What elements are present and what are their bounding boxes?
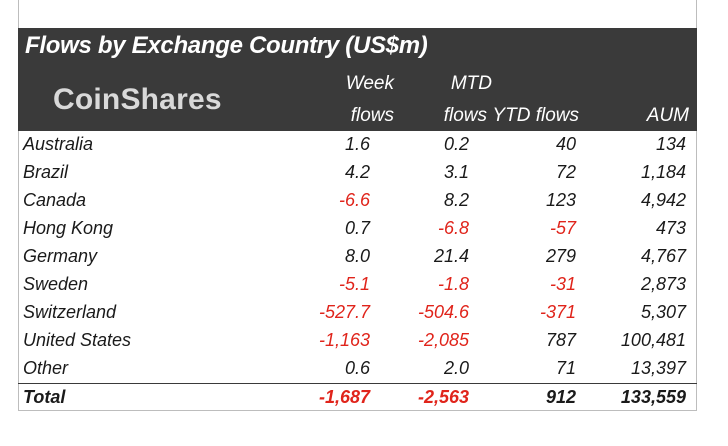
mtd-flows-cell: -2,085 xyxy=(417,330,469,350)
table-row: Other 0.6 2.0 71 13,397 xyxy=(18,355,697,383)
ytd-flows-cell: 279 xyxy=(545,246,576,266)
week-flows-cell: -1,687 xyxy=(318,387,370,407)
week-flows-cell: 4.2 xyxy=(344,162,370,182)
ytd-flows-cell: 787 xyxy=(545,330,576,350)
aum-cell: 4,767 xyxy=(640,246,686,266)
mtd-flows-cell: -504.6 xyxy=(417,302,469,322)
country-cell: Australia xyxy=(23,134,94,154)
ytd-flows-cell: -57 xyxy=(549,218,576,238)
col-aum: AUM xyxy=(646,105,689,126)
ytd-flows-cell: 40 xyxy=(555,134,576,154)
mtd-flows-cell: 3.1 xyxy=(443,162,469,182)
aum-cell: 4,942 xyxy=(640,190,686,210)
mtd-flows-cell: -2,563 xyxy=(417,387,469,407)
col-week-line2: flows xyxy=(350,105,394,126)
ytd-flows-cell: 123 xyxy=(545,190,576,210)
col-mtd-line2: flows xyxy=(443,105,487,126)
table-row: Brazil 4.2 3.1 72 1,184 xyxy=(18,159,697,187)
country-cell: Sweden xyxy=(23,274,89,294)
aum-cell: 100,481 xyxy=(620,330,686,350)
col-ytd: YTD flows xyxy=(492,105,579,126)
mtd-flows-cell: 2.0 xyxy=(443,358,469,378)
total-row: Total -1,687 -2,563 912 133,559 xyxy=(18,383,697,412)
table-row: Canada -6.6 8.2 123 4,942 xyxy=(18,187,697,215)
week-flows-cell: -6.6 xyxy=(338,190,370,210)
col-week-line1: Week xyxy=(345,73,394,94)
table-row: Germany 8.0 21.4 279 4,767 xyxy=(18,243,697,271)
table-row: Switzerland -527.7 -504.6 -371 5,307 xyxy=(18,299,697,327)
week-flows-cell: 0.7 xyxy=(344,218,370,238)
country-cell: Hong Kong xyxy=(23,218,114,238)
country-cell: Canada xyxy=(23,190,87,210)
mtd-flows-cell: 8.2 xyxy=(443,190,469,210)
aum-cell: 473 xyxy=(655,218,686,238)
mtd-flows-cell: -6.8 xyxy=(437,218,469,238)
coinshares-logo: CoinShares xyxy=(53,83,222,116)
aum-cell: 2,873 xyxy=(640,274,686,294)
table-header: Flows by Exchange Country (US$m) CoinSha… xyxy=(18,28,697,131)
aum-cell: 134 xyxy=(655,134,686,154)
aum-cell: 13,397 xyxy=(630,358,686,378)
mtd-flows-cell: 21.4 xyxy=(433,246,469,266)
week-flows-cell: -527.7 xyxy=(318,302,370,322)
country-cell: Brazil xyxy=(23,162,69,182)
country-cell: Switzerland xyxy=(23,302,117,322)
week-flows-cell: 8.0 xyxy=(344,246,370,266)
table-row: United States -1,163 -2,085 787 100,481 xyxy=(18,327,697,355)
ytd-flows-cell: -31 xyxy=(549,274,576,294)
country-cell: Total xyxy=(23,387,66,407)
ytd-flows-cell: 71 xyxy=(555,358,576,378)
aum-cell: 5,307 xyxy=(640,302,686,322)
week-flows-cell: -1,163 xyxy=(318,330,370,350)
aum-cell: 1,184 xyxy=(640,162,686,182)
mtd-flows-cell: -1.8 xyxy=(437,274,469,294)
country-cell: United States xyxy=(23,330,132,350)
country-cell: Other xyxy=(23,358,69,378)
week-flows-cell: 0.6 xyxy=(344,358,370,378)
table-row: Hong Kong 0.7 -6.8 -57 473 xyxy=(18,215,697,243)
ytd-flows-cell: 72 xyxy=(555,162,576,182)
ytd-flows-cell: 912 xyxy=(545,387,576,407)
table-title: Flows by Exchange Country (US$m) xyxy=(25,32,428,59)
ytd-flows-cell: -371 xyxy=(539,302,576,322)
col-mtd-line1: MTD xyxy=(450,73,492,94)
table-row: Australia 1.6 0.2 40 134 xyxy=(18,131,697,159)
aum-cell: 133,559 xyxy=(620,387,686,407)
country-cell: Germany xyxy=(23,246,98,266)
mtd-flows-cell: 0.2 xyxy=(443,134,469,154)
week-flows-cell: -5.1 xyxy=(338,274,370,294)
table-row: Sweden -5.1 -1.8 -31 2,873 xyxy=(18,271,697,299)
week-flows-cell: 1.6 xyxy=(344,134,370,154)
